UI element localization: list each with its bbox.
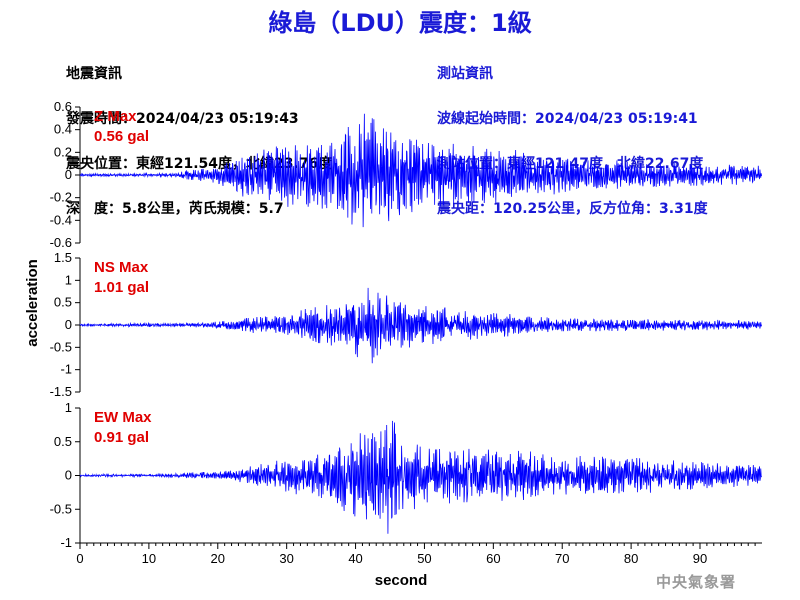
y-tick-label-NS: 1 xyxy=(65,272,72,287)
y-tick-label-EW: -0.5 xyxy=(50,501,72,516)
y-tick-label-EW: 0.5 xyxy=(54,434,72,449)
max-value-NS: 1.01 gal xyxy=(94,279,149,296)
origin-time: 發震時間：2024/04/23 05:19:43 xyxy=(66,111,299,127)
y-tick-label-EW: -1 xyxy=(60,535,72,550)
max-value-Z: 0.56 gal xyxy=(94,128,149,145)
y-tick-label-NS: -1.5 xyxy=(50,384,72,399)
y-tick-label-NS: 1.5 xyxy=(54,250,72,265)
x-tick-label: 50 xyxy=(417,551,431,566)
x-tick-label: 0 xyxy=(76,551,83,566)
x-tick-label: 70 xyxy=(555,551,569,566)
x-axis-label: second xyxy=(375,572,428,589)
y-tick-label-Z: -0.6 xyxy=(50,235,72,250)
y-tick-label-Z: -0.2 xyxy=(50,190,72,205)
max-label-NS: NS Max xyxy=(94,259,149,276)
station-info: 測站資訊 波線起始時間：2024/04/23 05:19:41 測站位置：東經1… xyxy=(437,37,708,232)
max-value-EW: 0.91 gal xyxy=(94,429,149,446)
y-tick-label-NS: 0.5 xyxy=(54,295,72,310)
trace-Z xyxy=(79,113,762,228)
x-tick-label: 60 xyxy=(486,551,500,566)
y-tick-label-Z: 0.6 xyxy=(54,99,72,114)
arrival-time: 波線起始時間：2024/04/23 05:19:41 xyxy=(437,111,698,127)
y-tick-label-NS: -0.5 xyxy=(50,339,72,354)
y-tick-label-Z: 0 xyxy=(65,167,72,182)
trace-NS xyxy=(79,287,762,364)
x-tick-label: 90 xyxy=(693,551,707,566)
y-tick-label-Z: 0.4 xyxy=(54,122,72,137)
quake-info-heading: 地震資訊 xyxy=(66,66,122,82)
x-tick-label: 40 xyxy=(348,551,362,566)
max-label-Z: Z Max xyxy=(94,108,137,125)
y-tick-label-EW: 1 xyxy=(65,400,72,415)
agency-watermark: 中央氣象署 xyxy=(656,573,737,591)
y-axis-label: acceleration xyxy=(24,259,41,347)
epicentral-distance: 震央距：120.25公里，反方位角：3.31度 xyxy=(437,201,708,217)
y-tick-label-Z: 0.2 xyxy=(54,144,72,159)
y-tick-label-EW: 0 xyxy=(65,468,72,483)
station-info-heading: 測站資訊 xyxy=(437,66,493,82)
epicenter: 震央位置：東經121.54度，北緯23.76度 xyxy=(66,156,333,172)
x-tick-label: 30 xyxy=(279,551,293,566)
y-tick-label-Z: -0.4 xyxy=(50,212,72,227)
y-tick-label-NS: 0 xyxy=(65,317,72,332)
max-label-EW: EW Max xyxy=(94,409,152,426)
trace-EW xyxy=(79,420,762,534)
x-tick-label: 10 xyxy=(142,551,156,566)
depth-magnitude: 深 度：5.8公里，芮氏規模：5.7 xyxy=(66,201,284,217)
quake-info: 地震資訊 發震時間：2024/04/23 05:19:43 震央位置：東經121… xyxy=(66,37,332,232)
y-tick-label-NS: -1 xyxy=(60,362,72,377)
x-tick-label: 80 xyxy=(624,551,638,566)
chart-title: 綠島（LDU）震度：1級 xyxy=(268,9,532,37)
x-tick-label: 20 xyxy=(211,551,225,566)
